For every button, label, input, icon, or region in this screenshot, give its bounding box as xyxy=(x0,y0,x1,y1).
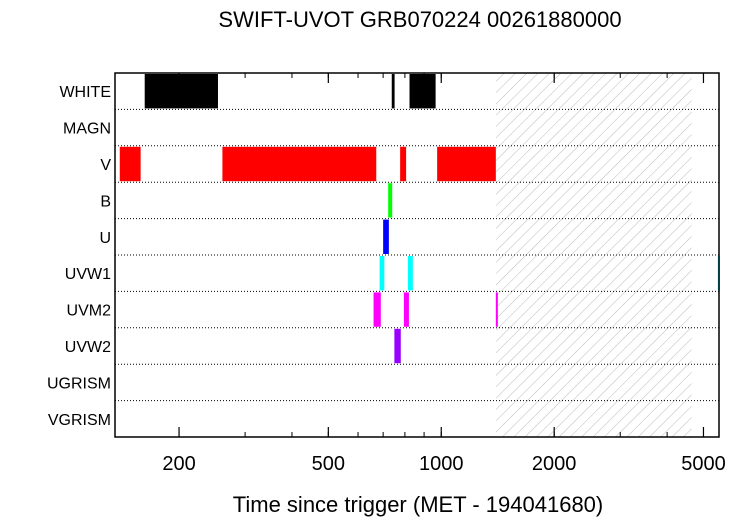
x-axis-label: Time since trigger (MET - 194041680) xyxy=(233,492,604,517)
exposure-bar xyxy=(409,74,436,109)
filter-label: B xyxy=(100,193,111,210)
filter-label: UVW2 xyxy=(65,339,111,356)
exposure-bar xyxy=(394,328,401,364)
exposure-bar xyxy=(144,74,218,109)
exposure-bar xyxy=(400,146,407,182)
x-tick-label: 1000 xyxy=(419,453,464,475)
exposure-bar xyxy=(373,292,381,327)
exposure-bar xyxy=(437,146,496,182)
chart-title: SWIFT-UVOT GRB070224 00261880000 xyxy=(218,7,621,32)
filter-label: MAGN xyxy=(63,121,111,138)
plot-frame xyxy=(114,72,720,438)
exposure-bar xyxy=(379,256,385,291)
filter-label: UGRISM xyxy=(47,375,111,392)
shaded-region-layer xyxy=(496,73,692,437)
exposure-bar xyxy=(403,292,409,327)
exposure-bar xyxy=(407,256,413,291)
filter-labels-layer: WHITE MAGN V B U UVW1 UVM2 UVW2 UGRISM VGRISM xyxy=(47,84,111,429)
filter-label: UVW1 xyxy=(65,266,111,283)
exposure-bar xyxy=(418,74,421,109)
filter-label: VGRISM xyxy=(48,412,111,429)
filter-label: V xyxy=(100,157,111,174)
x-axis-ticks-layer: 200 500 1000 2000 5000 xyxy=(162,73,726,475)
x-tick-label: 500 xyxy=(312,453,345,475)
exposure-bar xyxy=(383,219,389,254)
exposure-bar xyxy=(119,146,141,182)
x-tick-label: 5000 xyxy=(681,453,726,475)
exposure-bar xyxy=(388,183,393,218)
x-tick-label: 200 xyxy=(162,453,195,475)
filter-label: UVM2 xyxy=(67,303,112,320)
filter-label: WHITE xyxy=(59,84,111,101)
x-tick-label: 2000 xyxy=(532,453,577,475)
filter-label: U xyxy=(99,230,111,247)
exposure-bars-layer xyxy=(119,74,720,364)
exposure-bar xyxy=(222,146,377,182)
exposure-bar xyxy=(391,74,395,109)
shaded-region xyxy=(496,73,692,437)
exposure-bar xyxy=(495,292,498,327)
